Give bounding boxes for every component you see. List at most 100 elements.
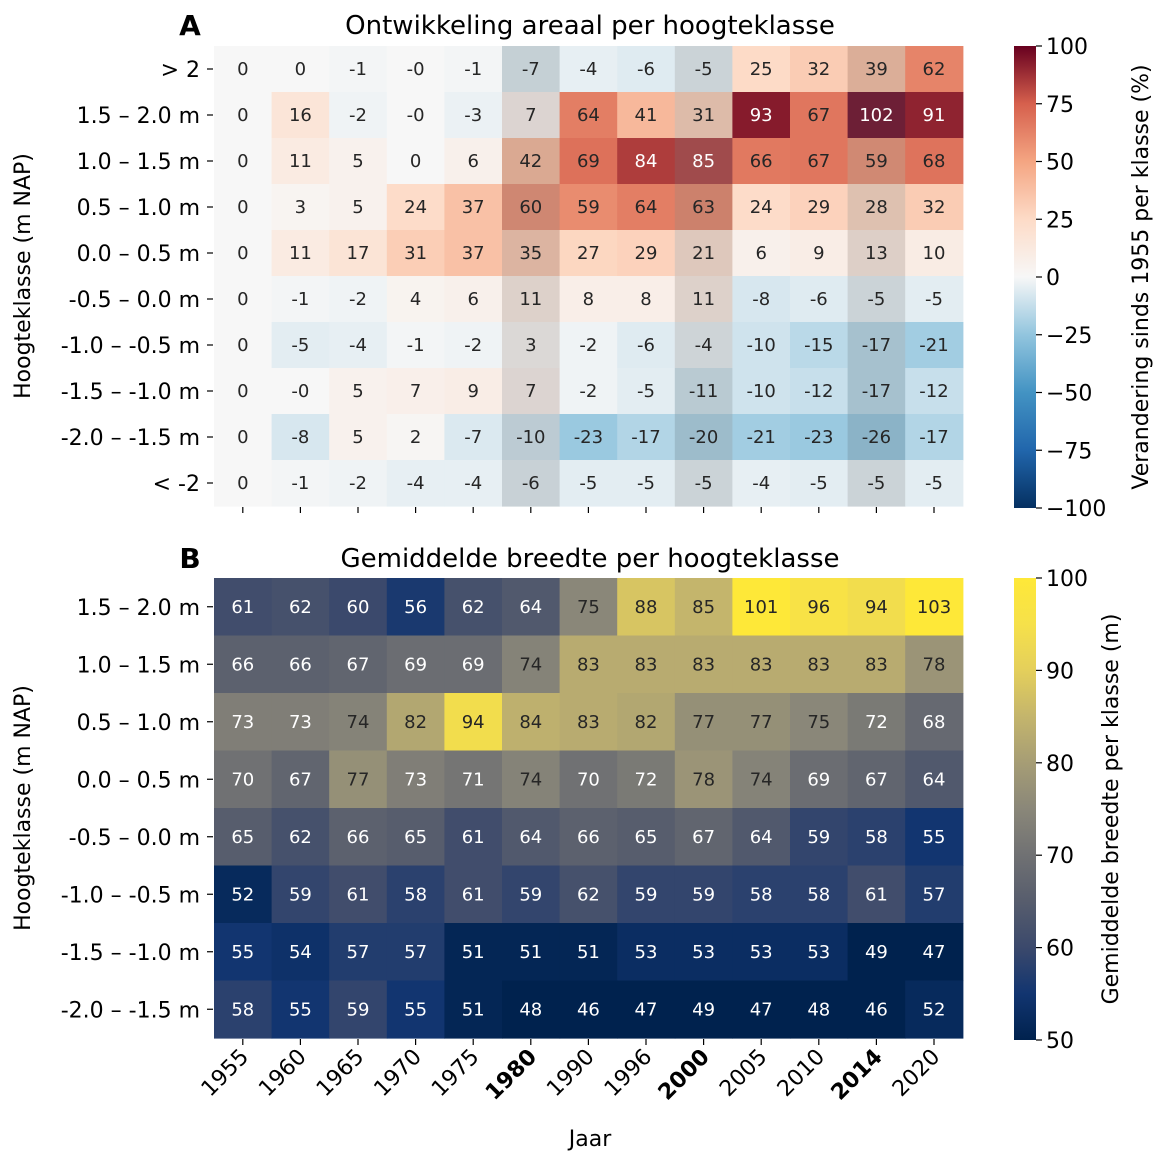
heatmap-cell (847, 92, 906, 139)
heatmap-cell (386, 750, 445, 809)
cell-value-label: 59 (635, 884, 658, 905)
cell-value-label: 41 (635, 105, 658, 126)
cell-value-label: 7 (410, 381, 421, 402)
panel-b-colorbar-ticks: 50 60 70 80 90 100 (1036, 567, 1088, 1054)
cell-value-label: 67 (692, 827, 715, 848)
cell-value-label: -23 (574, 427, 603, 448)
heatmap-cell (847, 693, 906, 752)
cell-value-label: 11 (289, 243, 312, 264)
cell-value-label: -8 (752, 289, 770, 310)
heatmap-cell (559, 414, 618, 461)
colorbar-tick-label: 90 (1046, 659, 1074, 684)
colorbar-tick-label: −50 (1046, 382, 1092, 407)
cell-value-label: -6 (637, 59, 655, 80)
heatmap-cell (329, 980, 388, 1039)
cell-value-label: 65 (404, 827, 427, 848)
heatmap-cell (732, 46, 791, 93)
heatmap-cell (386, 693, 445, 752)
y-tick-label: 1.0 – 1.5 m (77, 150, 200, 175)
cell-value-label: 58 (807, 884, 830, 905)
heatmap-cell (444, 980, 503, 1039)
cell-value-label: -2 (579, 381, 597, 402)
y-tick-label: -1.5 – -1.0 m (61, 380, 200, 405)
heatmap-cell (386, 138, 445, 185)
heatmap-cell (617, 578, 676, 637)
heatmap-cell (732, 923, 791, 982)
cell-value-label: 55 (289, 999, 312, 1020)
heatmap-cell (444, 750, 503, 809)
x-tick-label: 1965 (312, 1045, 369, 1102)
cell-value-label: 53 (750, 942, 773, 963)
heatmap-cell (214, 276, 273, 323)
heatmap-cell (905, 276, 964, 323)
cell-value-label: 0 (410, 151, 421, 172)
cell-value-label: 59 (865, 151, 888, 172)
cell-value-label: 5 (352, 381, 363, 402)
heatmap-cell (905, 46, 964, 93)
heatmap-cell (617, 184, 676, 231)
cell-value-label: 59 (692, 884, 715, 905)
colorbar-tick-label: 0 (1046, 266, 1060, 291)
heatmap-cell (502, 980, 561, 1039)
cell-value-label: -5 (695, 59, 713, 80)
cell-value-label: 24 (750, 197, 773, 218)
cell-value-label: 83 (577, 654, 600, 675)
heatmap-cell (617, 693, 676, 752)
panel-a-colorbar (1014, 46, 1036, 508)
cell-value-label: 64 (635, 197, 658, 218)
heatmap-cell (214, 46, 273, 93)
heatmap-cell (502, 578, 561, 637)
cell-value-label: -5 (925, 289, 943, 310)
cell-value-label: 77 (750, 712, 773, 733)
heatmap-cell (617, 414, 676, 461)
heatmap-cell (732, 865, 791, 924)
colorbar-tick-label: 25 (1046, 208, 1074, 233)
heatmap-cell (674, 138, 733, 185)
cell-value-label: -11 (689, 381, 718, 402)
heatmap-cell (214, 923, 273, 982)
heatmap-cell (674, 693, 733, 752)
cell-value-label: 0 (237, 335, 248, 356)
heatmap-cell (271, 923, 330, 982)
x-tick-label: 1975 (427, 1045, 484, 1102)
heatmap-cell (271, 980, 330, 1039)
cell-value-label: 60 (347, 597, 370, 618)
cell-value-label: 6 (467, 151, 478, 172)
heatmap-cell (271, 276, 330, 323)
heatmap-cell (674, 865, 733, 924)
cell-value-label: 53 (807, 942, 830, 963)
cell-value-label: 69 (807, 769, 830, 790)
heatmap-cell (502, 460, 561, 507)
cell-value-label: 9 (467, 381, 478, 402)
colorbar-tick-label: 70 (1046, 844, 1074, 869)
cell-value-label: 69 (462, 654, 485, 675)
cell-value-label: -5 (695, 473, 713, 494)
cell-value-label: -17 (862, 381, 891, 402)
heatmap-cell (329, 635, 388, 694)
cell-value-label: 0 (237, 427, 248, 448)
heatmap-cell (617, 322, 676, 369)
cell-value-label: -5 (867, 473, 885, 494)
heatmap-cell (559, 46, 618, 93)
heatmap-cell (847, 635, 906, 694)
heatmap-cell (732, 92, 791, 139)
cell-value-label: 47 (923, 942, 946, 963)
cell-value-label: 74 (347, 712, 370, 733)
heatmap-cell (790, 92, 849, 139)
heatmap-cell (502, 276, 561, 323)
cell-value-label: 67 (865, 769, 888, 790)
heatmap-cell (329, 578, 388, 637)
cell-value-label: 6 (467, 289, 478, 310)
colorbar-tick-label: 60 (1046, 937, 1074, 962)
heatmap-cell (271, 414, 330, 461)
colorbar-tick-label: −75 (1046, 439, 1092, 464)
y-tick-label: -0.5 – 0.0 m (69, 288, 200, 313)
heatmap-cell (617, 980, 676, 1039)
cell-value-label: -20 (689, 427, 718, 448)
heatmap-cell (847, 276, 906, 323)
cell-value-label: 69 (577, 151, 600, 172)
cell-value-label: -12 (919, 381, 948, 402)
cell-value-label: 69 (404, 654, 427, 675)
heatmap-cell (271, 368, 330, 415)
cell-value-label: 62 (289, 827, 312, 848)
